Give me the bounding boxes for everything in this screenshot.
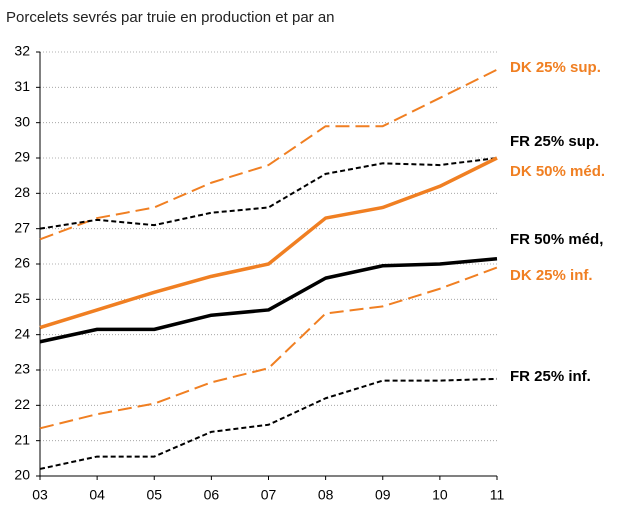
y-tick-label: 24 xyxy=(14,325,30,341)
y-tick-label: 23 xyxy=(14,361,30,377)
series-line xyxy=(39,68,498,241)
series-label: DK 25% sup. xyxy=(510,59,601,76)
x-tick-label: 10 xyxy=(432,487,448,503)
x-tick-label: 09 xyxy=(375,487,391,503)
x-tick-label: 11 xyxy=(490,487,505,503)
y-tick-label: 25 xyxy=(14,290,30,306)
y-tick-label: 22 xyxy=(14,396,30,412)
series-line xyxy=(39,157,498,230)
series-line xyxy=(39,377,498,470)
x-tick-label: 04 xyxy=(89,487,105,503)
chart-title: Porcelets sevrés par truie en production… xyxy=(6,9,335,26)
series-label: FR 25% sup. xyxy=(510,133,599,150)
y-tick-label: 20 xyxy=(14,467,30,483)
x-tick-label: 06 xyxy=(204,487,220,503)
series-label: DK 50% méd. xyxy=(510,163,605,180)
series-label: FR 50% méd, xyxy=(510,231,603,248)
y-tick-label: 28 xyxy=(14,184,30,200)
y-tick-label: 27 xyxy=(14,219,30,235)
y-tick-label: 21 xyxy=(14,431,30,447)
y-tick-label: 29 xyxy=(14,149,30,165)
x-tick-label: 03 xyxy=(32,487,48,503)
series-line xyxy=(39,156,498,330)
series-line xyxy=(39,256,498,344)
series-label: DK 25% inf. xyxy=(510,267,593,284)
x-tick-label: 08 xyxy=(318,487,334,503)
x-tick-label: 07 xyxy=(261,487,277,503)
y-tick-label: 26 xyxy=(14,255,30,271)
series-line xyxy=(39,266,498,430)
series-label: FR 25% inf. xyxy=(510,368,591,385)
y-tick-label: 31 xyxy=(14,78,30,94)
x-tick-label: 05 xyxy=(146,487,162,503)
y-tick-label: 32 xyxy=(14,43,30,59)
y-tick-label: 30 xyxy=(14,113,30,129)
